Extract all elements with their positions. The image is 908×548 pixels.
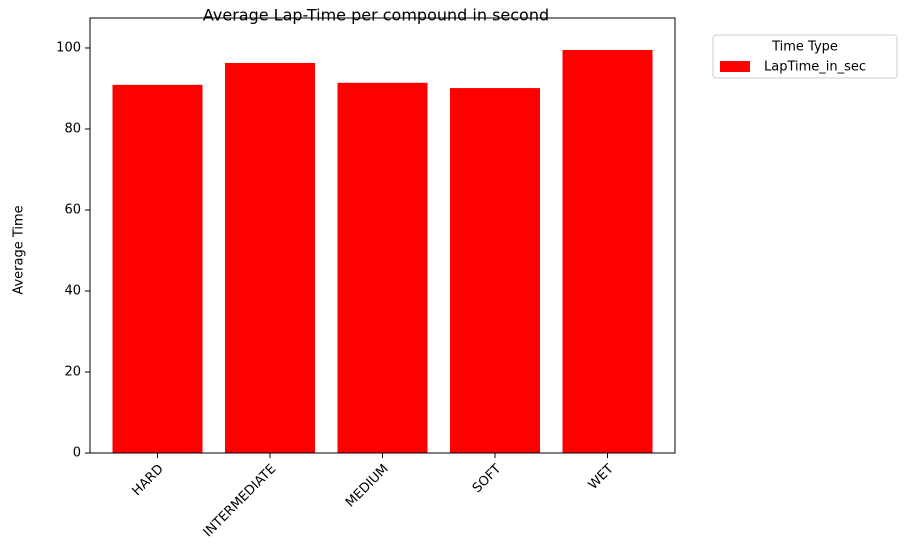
y-tick-label: 40 [64,283,81,298]
bar [562,49,653,454]
chart-title: Average Lap-Time per compound in second [203,6,549,25]
x-tick-label: WET [586,462,617,493]
bar [337,82,428,453]
y-axis-label: Average Time [12,205,27,294]
x-tick-label: HARD [130,462,167,499]
y-tick-label: 0 [73,446,81,461]
legend: Time Type LapTime_in_sec [712,34,898,79]
y-tick-label: 100 [56,40,81,55]
bar [450,88,540,454]
bar [112,84,203,454]
y-tick-label: 80 [64,121,81,136]
legend-label: LapTime_in_sec [764,60,866,75]
bar [225,62,315,453]
x-tick-label: INTERMEDIATE [201,462,280,541]
plot-frame [89,17,676,454]
y-tick-label: 20 [64,364,81,379]
x-tick-label: SOFT [470,462,504,496]
y-tick-label: 60 [64,202,81,217]
x-tick-label: MEDIUM [343,462,392,511]
legend-title: Time Type [771,40,838,55]
legend-swatch [720,61,750,72]
legend-box [712,34,898,79]
